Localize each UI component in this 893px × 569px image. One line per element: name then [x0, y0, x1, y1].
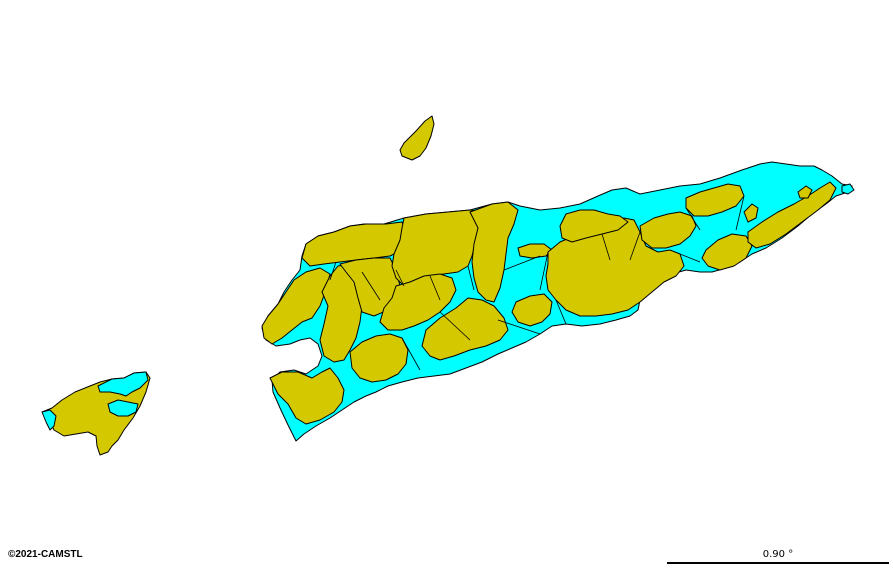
parcel-east-hills [639, 211, 697, 249]
parcel-east-north [559, 209, 629, 243]
scale-label: 0.90 ° [762, 549, 794, 560]
oecusse-zone-north [97, 371, 149, 397]
boundary-lines [329, 195, 745, 371]
parcel-south-central [421, 297, 509, 361]
parcel-central-mid [379, 273, 457, 331]
parcel-far-east-strip [747, 181, 837, 249]
parcel-west-coast [269, 367, 345, 425]
parcel-far-east-islet [743, 203, 759, 223]
parcel-far-east-south [701, 233, 753, 271]
atauro-island [399, 115, 435, 161]
parcel-central-north [391, 209, 487, 287]
parcel-southwest [349, 333, 409, 383]
scale-bar: 0.90 ° [667, 548, 889, 566]
parcel-far-east-north [685, 183, 745, 217]
parcel-island-tip [841, 183, 855, 195]
parcel-tip-islet [797, 185, 813, 199]
parcel-south-east [511, 293, 553, 327]
oecusse-zone-west [41, 409, 57, 431]
parcel-center-ridge [469, 201, 519, 303]
copyright-notice: ©2021-CAMSTL [8, 549, 83, 560]
scale-line [667, 562, 889, 564]
oecusse-zone-center [107, 399, 139, 417]
